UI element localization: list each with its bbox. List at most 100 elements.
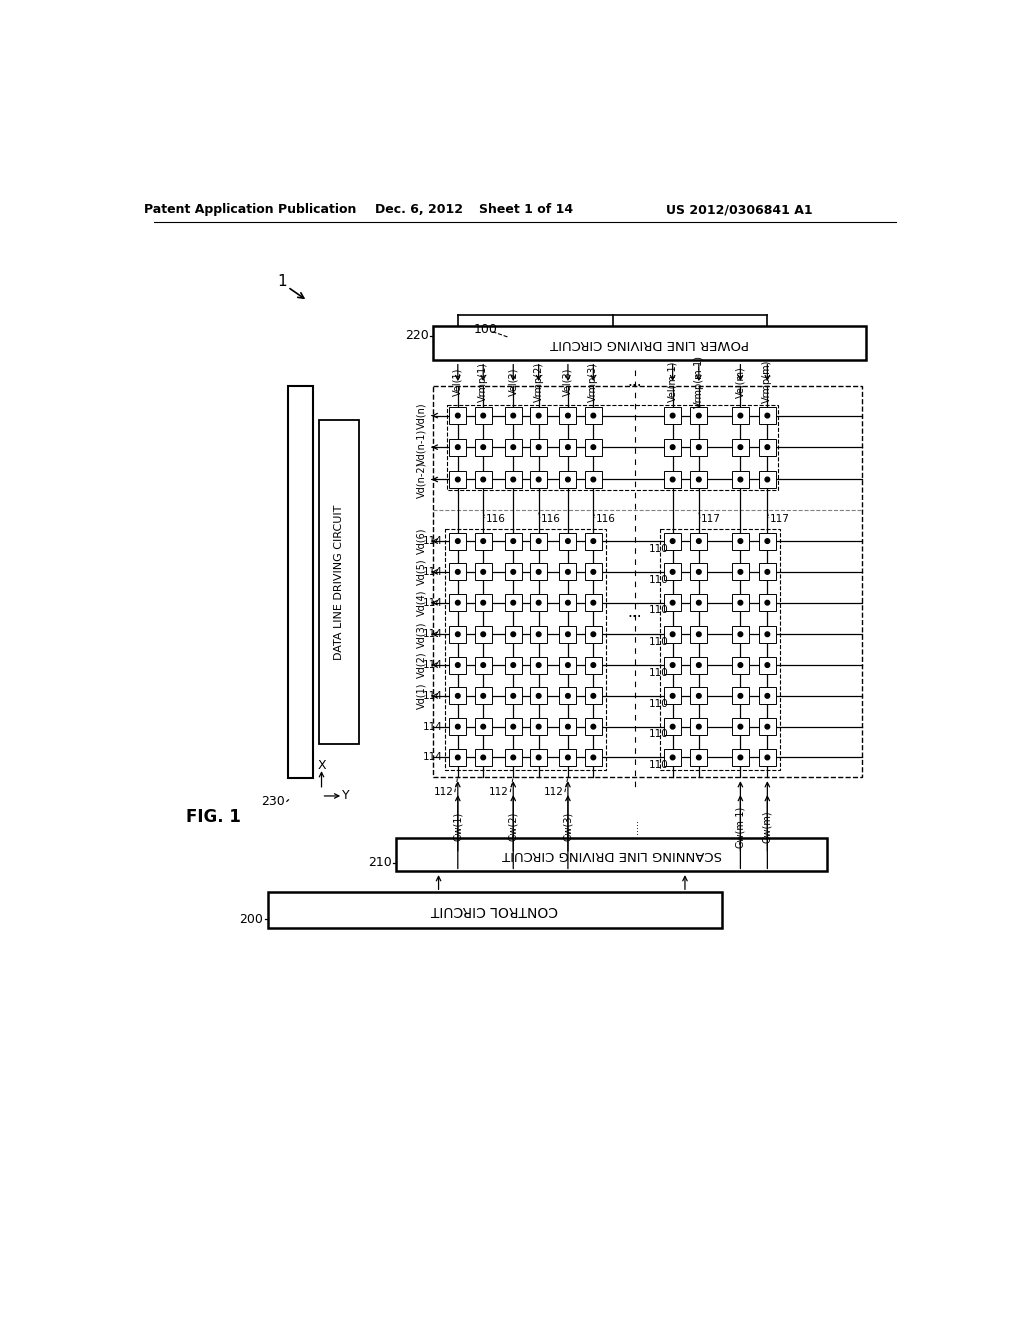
Circle shape <box>537 478 541 482</box>
Text: 110: 110 <box>649 544 669 554</box>
Bar <box>690 438 708 455</box>
Bar <box>690 718 708 735</box>
Bar <box>732 471 749 488</box>
Circle shape <box>565 570 570 574</box>
Bar <box>450 564 466 581</box>
Bar <box>559 718 577 735</box>
Circle shape <box>511 693 515 698</box>
Circle shape <box>537 539 541 544</box>
Bar <box>475 748 492 766</box>
Circle shape <box>511 632 515 636</box>
Text: 110: 110 <box>649 606 669 615</box>
Circle shape <box>591 413 596 418</box>
Text: 117: 117 <box>770 513 790 524</box>
Bar <box>530 656 547 673</box>
Bar <box>660 529 779 770</box>
Circle shape <box>765 755 770 760</box>
Text: Vrmp(m): Vrmp(m) <box>762 360 772 404</box>
Bar <box>530 594 547 611</box>
Bar <box>396 837 827 871</box>
Text: 112: 112 <box>488 787 509 797</box>
Text: Vel(m): Vel(m) <box>735 366 745 397</box>
Circle shape <box>765 413 770 418</box>
Circle shape <box>537 663 541 668</box>
Bar <box>530 748 547 766</box>
Bar <box>665 594 681 611</box>
Bar <box>732 438 749 455</box>
Text: 110: 110 <box>649 638 669 647</box>
Circle shape <box>511 413 515 418</box>
Bar <box>585 471 602 488</box>
Bar <box>450 471 466 488</box>
Text: 230: 230 <box>261 795 286 808</box>
Bar <box>759 748 776 766</box>
Bar <box>450 626 466 643</box>
Bar <box>475 533 492 549</box>
Text: 114: 114 <box>423 598 442 607</box>
Text: 112: 112 <box>544 787 563 797</box>
Circle shape <box>591 445 596 449</box>
Circle shape <box>765 601 770 605</box>
Circle shape <box>456 632 460 636</box>
Circle shape <box>671 413 675 418</box>
Circle shape <box>481 445 485 449</box>
Circle shape <box>565 445 570 449</box>
Circle shape <box>671 725 675 729</box>
Text: Vd(3): Vd(3) <box>417 620 427 648</box>
Bar <box>450 438 466 455</box>
Bar <box>447 405 778 490</box>
Circle shape <box>537 601 541 605</box>
Circle shape <box>765 663 770 668</box>
Bar <box>690 656 708 673</box>
Bar <box>759 438 776 455</box>
Circle shape <box>481 725 485 729</box>
Bar <box>759 594 776 611</box>
Bar <box>732 533 749 549</box>
Bar <box>559 626 577 643</box>
Bar <box>505 626 521 643</box>
Text: Gw(m-1): Gw(m-1) <box>735 805 745 847</box>
Circle shape <box>738 755 742 760</box>
Bar <box>665 407 681 424</box>
Bar <box>505 748 521 766</box>
Bar <box>759 407 776 424</box>
Bar <box>450 533 466 549</box>
Circle shape <box>481 478 485 482</box>
Circle shape <box>738 445 742 449</box>
Circle shape <box>456 539 460 544</box>
Circle shape <box>765 632 770 636</box>
Circle shape <box>738 413 742 418</box>
Text: Vel(1): Vel(1) <box>453 367 463 396</box>
Bar <box>732 407 749 424</box>
Circle shape <box>671 478 675 482</box>
Text: 1: 1 <box>278 275 287 289</box>
Circle shape <box>591 663 596 668</box>
Circle shape <box>671 445 675 449</box>
Bar <box>665 656 681 673</box>
Circle shape <box>591 725 596 729</box>
Bar <box>732 688 749 705</box>
Bar <box>585 594 602 611</box>
Bar <box>585 656 602 673</box>
Bar <box>505 471 521 488</box>
Bar <box>732 594 749 611</box>
Text: 200: 200 <box>240 912 263 925</box>
Text: 112: 112 <box>433 787 454 797</box>
Text: Vrmp(2): Vrmp(2) <box>534 362 544 401</box>
Circle shape <box>565 693 570 698</box>
Text: 114: 114 <box>423 722 442 731</box>
Bar <box>450 748 466 766</box>
Text: 114: 114 <box>423 630 442 639</box>
Bar <box>559 564 577 581</box>
Circle shape <box>511 539 515 544</box>
Text: 116: 116 <box>596 513 615 524</box>
Circle shape <box>565 725 570 729</box>
Circle shape <box>456 601 460 605</box>
Circle shape <box>696 693 701 698</box>
Bar <box>690 594 708 611</box>
Text: 100: 100 <box>473 323 497 335</box>
Text: Vrmp(1): Vrmp(1) <box>478 362 488 401</box>
Bar <box>585 688 602 705</box>
Bar <box>732 718 749 735</box>
Circle shape <box>738 693 742 698</box>
